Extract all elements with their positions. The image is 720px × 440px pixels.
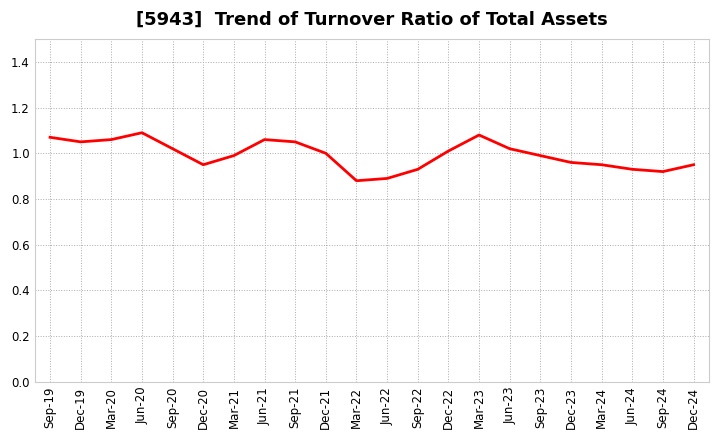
Title: [5943]  Trend of Turnover Ratio of Total Assets: [5943] Trend of Turnover Ratio of Total … xyxy=(136,11,608,29)
